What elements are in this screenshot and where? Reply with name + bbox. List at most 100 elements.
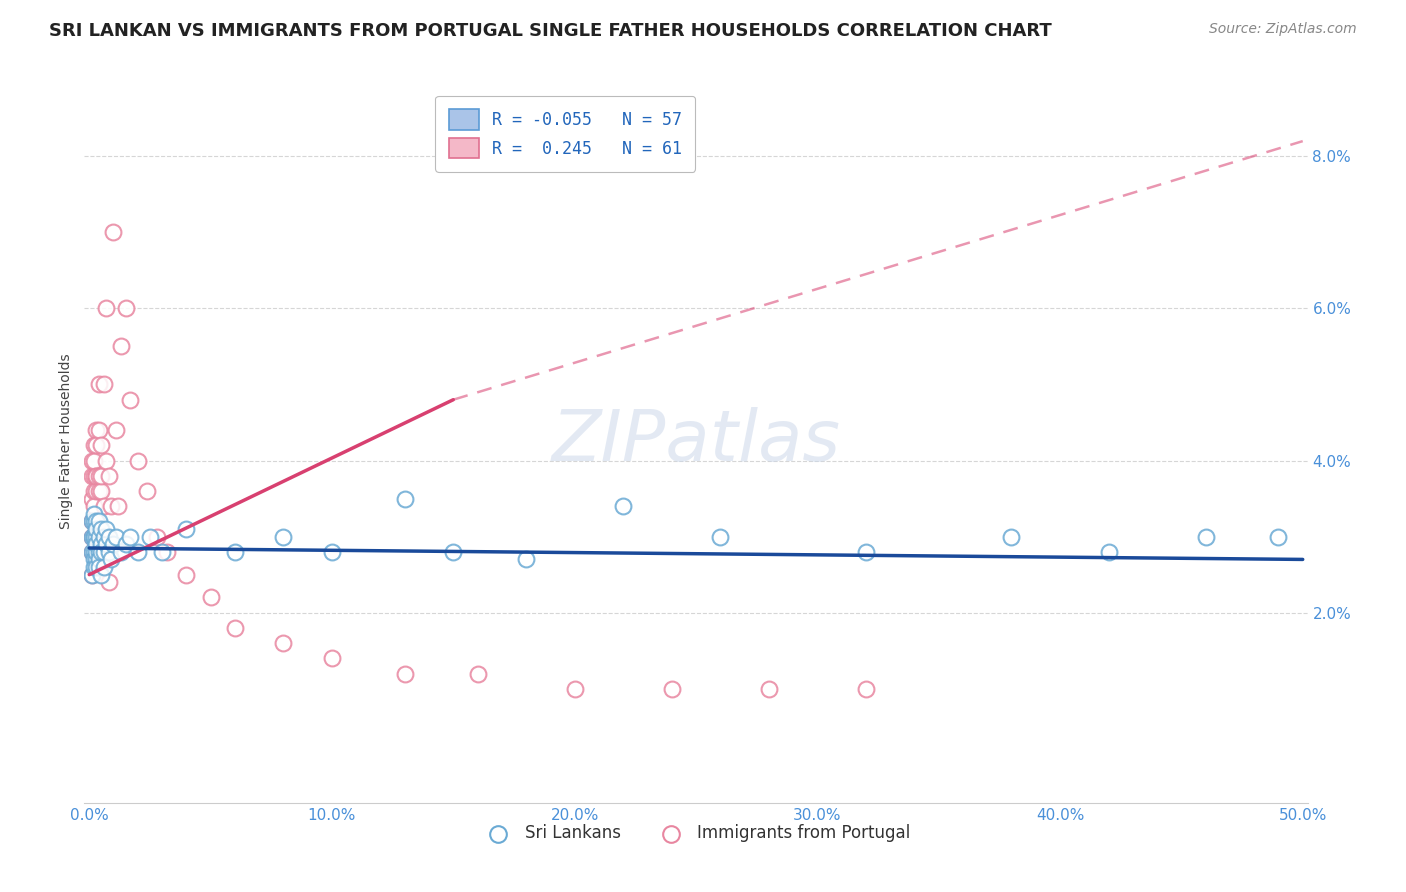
Point — [467, 666, 489, 681]
Point — [87, 552, 110, 566]
Point — [86, 483, 108, 498]
Point — [83, 499, 105, 513]
Point — [97, 468, 120, 483]
Point — [83, 507, 105, 521]
Point — [564, 681, 586, 696]
Point — [83, 468, 105, 483]
Point — [107, 499, 129, 513]
Point — [1000, 530, 1022, 544]
Point — [97, 530, 120, 544]
Point — [120, 392, 142, 407]
Point — [114, 537, 136, 551]
Point — [114, 301, 136, 316]
Point — [97, 545, 120, 559]
Point — [83, 515, 105, 529]
Point — [80, 468, 103, 483]
Point — [224, 545, 246, 559]
Point — [224, 621, 246, 635]
Point — [87, 530, 110, 544]
Point — [96, 453, 118, 467]
Point — [150, 545, 173, 559]
Point — [273, 636, 295, 650]
Point — [86, 560, 108, 574]
Point — [80, 530, 103, 544]
Point — [515, 552, 537, 566]
Point — [86, 537, 108, 551]
Point — [80, 567, 103, 582]
Point — [96, 537, 118, 551]
Point — [104, 423, 127, 437]
Point — [83, 545, 105, 559]
Point — [612, 499, 634, 513]
Point — [83, 530, 105, 544]
Point — [83, 438, 105, 452]
Point — [90, 468, 112, 483]
Point — [96, 522, 118, 536]
Point — [90, 545, 112, 559]
Point — [86, 423, 108, 437]
Point — [1195, 530, 1218, 544]
Point — [93, 499, 115, 513]
Point — [90, 567, 112, 582]
Point — [87, 530, 110, 544]
Point — [139, 530, 162, 544]
Point — [96, 530, 118, 544]
Point — [661, 681, 683, 696]
Point — [86, 545, 108, 559]
Point — [136, 483, 159, 498]
Point — [100, 552, 122, 566]
Point — [83, 560, 105, 574]
Point — [1097, 545, 1119, 559]
Point — [394, 666, 416, 681]
Point — [87, 377, 110, 392]
Point — [80, 515, 103, 529]
Point — [86, 515, 108, 529]
Point — [855, 545, 877, 559]
Point — [86, 468, 108, 483]
Point — [80, 453, 103, 467]
Point — [86, 552, 108, 566]
Point — [83, 530, 105, 544]
Point — [86, 522, 108, 536]
Point — [83, 515, 105, 529]
Point — [156, 545, 179, 559]
Point — [87, 468, 110, 483]
Point — [87, 515, 110, 529]
Point — [90, 537, 112, 551]
Point — [93, 377, 115, 392]
Point — [86, 468, 108, 483]
Point — [90, 522, 112, 536]
Point — [87, 483, 110, 498]
Point — [96, 301, 118, 316]
Point — [104, 530, 127, 544]
Point — [90, 483, 112, 498]
Point — [100, 499, 122, 513]
Point — [321, 651, 343, 665]
Point — [80, 545, 103, 559]
Point — [80, 491, 103, 506]
Point — [87, 423, 110, 437]
Point — [93, 545, 115, 559]
Point — [174, 522, 197, 536]
Point — [200, 591, 222, 605]
Point — [110, 339, 132, 353]
Point — [86, 530, 108, 544]
Point — [83, 483, 105, 498]
Point — [83, 530, 105, 544]
Point — [103, 226, 125, 240]
Point — [709, 530, 731, 544]
Point — [90, 438, 112, 452]
Legend: Sri Lankans, Immigrants from Portugal: Sri Lankans, Immigrants from Portugal — [475, 817, 917, 848]
Point — [127, 545, 149, 559]
Point — [93, 545, 115, 559]
Point — [441, 545, 464, 559]
Point — [394, 491, 416, 506]
Point — [87, 560, 110, 574]
Point — [97, 575, 120, 590]
Point — [83, 453, 105, 467]
Point — [80, 567, 103, 582]
Text: Source: ZipAtlas.com: Source: ZipAtlas.com — [1209, 22, 1357, 37]
Point — [90, 530, 112, 544]
Point — [127, 453, 149, 467]
Point — [120, 530, 142, 544]
